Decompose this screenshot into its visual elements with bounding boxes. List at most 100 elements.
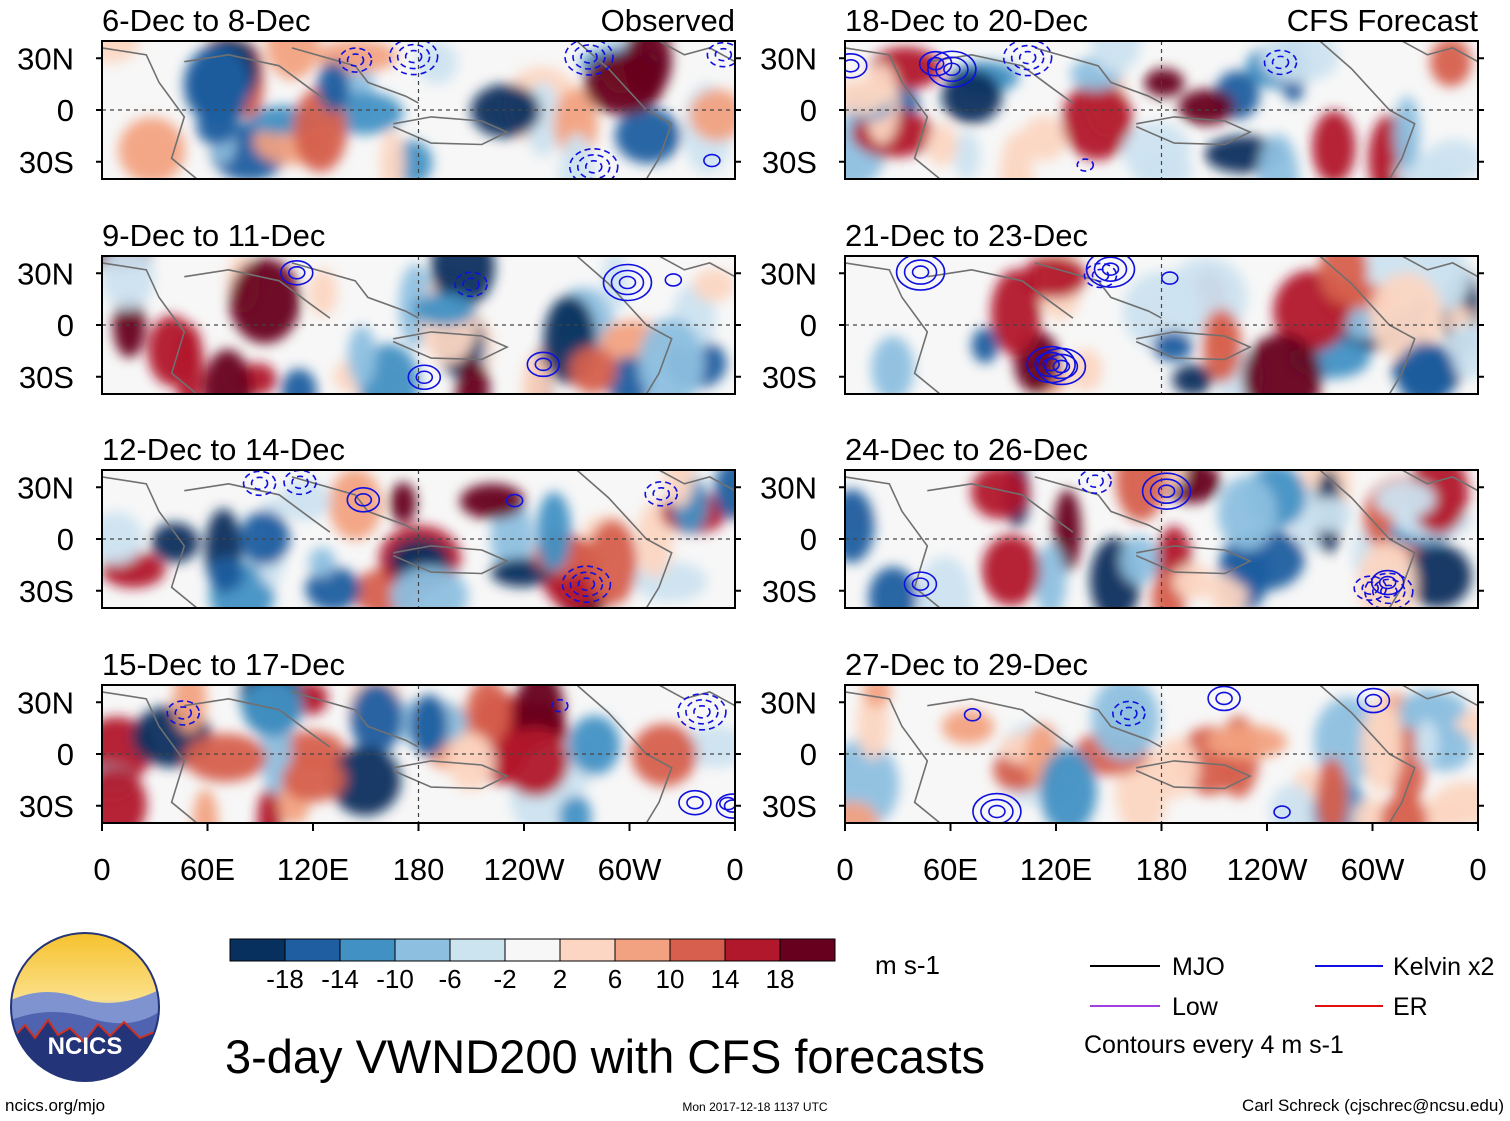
colorbar-tick-label: -18 <box>266 964 304 994</box>
kelvin-contours <box>903 470 1414 608</box>
colorbar-tick-label: -14 <box>321 964 359 994</box>
map-panel: 30N 0 30S 27-Dec to 29-Dec <box>760 647 1484 824</box>
panel-period: 27-Dec to 29-Dec <box>845 647 1088 682</box>
figure-title: 3-day VWND200 with CFS forecasts <box>225 1030 985 1083</box>
colorbar-tick-label: 2 <box>553 964 567 994</box>
colorbar-swatch <box>394 938 451 962</box>
lat-tick-label: 0 <box>800 737 817 772</box>
lat-tick-label: 30N <box>17 41 74 76</box>
column-heading: Observed <box>601 3 735 38</box>
ncics-logo: NCICS <box>10 932 160 1082</box>
wind-anomaly-field <box>102 685 735 823</box>
lon-tick-label: 0 <box>93 852 110 887</box>
map-panel: 30N 0 30S 15-Dec to 17-Dec <box>17 647 741 824</box>
colorbar-swatch <box>669 938 726 962</box>
lat-tick-label: 30N <box>760 256 817 291</box>
lat-tick-label: 0 <box>800 93 817 128</box>
colorbar-tick-label: 18 <box>766 964 795 994</box>
contour-note: Contours every 4 m s-1 <box>1084 1031 1344 1059</box>
lon-tick-label: 120E <box>1020 852 1092 887</box>
legend-label-mjo: MJO <box>1172 953 1225 981</box>
units-label: m s-1 <box>875 950 940 980</box>
lat-tick-label: 30S <box>762 145 817 180</box>
panel-period: 6-Dec to 8-Dec <box>102 3 310 38</box>
wind-anomaly-field <box>845 685 1478 823</box>
legend-label-er: ER <box>1393 993 1428 1021</box>
wind-anomaly-field <box>102 256 735 394</box>
lat-tick-label: 30N <box>17 685 74 720</box>
panel-period: 9-Dec to 11-Dec <box>102 218 325 253</box>
lon-tick-label: 180 <box>1136 852 1188 887</box>
column-heading: CFS Forecast <box>1287 3 1479 38</box>
colorbar-swatch <box>284 938 341 962</box>
kelvin-contours <box>963 685 1391 823</box>
lat-tick-label: 0 <box>57 308 74 343</box>
lat-tick-label: 30S <box>762 574 817 609</box>
colorbar-swatch <box>779 938 836 962</box>
kelvin-contours <box>895 256 1179 386</box>
colorbar-tick-label: 10 <box>656 964 685 994</box>
lat-tick-label: 30N <box>760 41 817 76</box>
lon-tick-label: 60W <box>598 852 662 887</box>
lat-tick-label: 0 <box>57 93 74 128</box>
lon-tick-label: 120W <box>1227 852 1309 887</box>
colorbar-tick-label: 6 <box>608 964 622 994</box>
timestamp: Mon 2017-12-18 1137 UTC <box>682 1100 828 1114</box>
map-panel: 30N 0 30S 12-Dec to 14-Dec <box>17 432 741 609</box>
legend-label-low: Low <box>1172 993 1219 1021</box>
author-credit: Carl Schreck (cjschrec@ncsu.edu) <box>1242 1096 1504 1115</box>
map-panel: 30N 0 30S 6-Dec to 8-Dec Observed <box>17 3 741 180</box>
lon-tick-label: 60E <box>923 852 978 887</box>
lat-tick-label: 0 <box>800 522 817 557</box>
lon-tick-label: 60E <box>180 852 235 887</box>
lon-tick-label: 120E <box>277 852 349 887</box>
colorbar: -18 -14 -10 -6 -2 2 6 10 14 18 <box>229 938 836 994</box>
lat-tick-label: 30S <box>762 789 817 824</box>
lat-tick-label: 30N <box>17 256 74 291</box>
colorbar-tick-label: 14 <box>711 964 740 994</box>
lon-tick-label: 180 <box>393 852 445 887</box>
wind-anomaly-field <box>102 470 735 608</box>
kelvin-contours <box>845 41 1298 172</box>
site-link[interactable]: ncics.org/mjo <box>5 1096 105 1115</box>
lat-tick-label: 30N <box>17 470 74 505</box>
lon-tick-label: 0 <box>836 852 853 887</box>
colorbar-tick-label: -6 <box>438 964 461 994</box>
lat-tick-label: 30S <box>19 360 74 395</box>
lat-tick-label: 30N <box>760 470 817 505</box>
lon-tick-label: 0 <box>726 852 743 887</box>
contour-legend: MJO Kelvin x2 Low ER Contours every 4 m … <box>1084 953 1494 1059</box>
logo-text: NCICS <box>48 1033 123 1060</box>
lon-tick-label: 120W <box>484 852 566 887</box>
colorbar-swatch <box>229 938 286 962</box>
colorbar-swatch <box>504 938 561 962</box>
lon-tick-label: 60W <box>1341 852 1405 887</box>
x-axes: 0 60E 120E 180 120W 60W 0 0 60E 120E 180 120W 60W 0 <box>93 823 1487 887</box>
panel-grid: 30N 0 30S 6-Dec to 8-Dec Observed 30N 0 30S 9-De… <box>17 3 1484 824</box>
wind-anomaly-field <box>845 470 1478 608</box>
lon-tick-label: 0 <box>1469 852 1486 887</box>
panel-period: 15-Dec to 17-Dec <box>102 647 345 682</box>
colorbar-swatch <box>559 938 616 962</box>
colorbar-swatch <box>449 938 506 962</box>
map-panel: 30N 0 30S 18-Dec to 20-Dec CFS Forecast <box>760 3 1484 180</box>
colorbar-tick-label: -10 <box>376 964 414 994</box>
wind-anomaly-field <box>102 41 735 179</box>
legend-label-kelvin: Kelvin x2 <box>1393 953 1494 981</box>
wind-anomaly-field <box>845 41 1478 179</box>
kelvin-contours <box>166 693 735 819</box>
wind-anomaly-field <box>845 256 1478 394</box>
lat-tick-label: 30S <box>19 574 74 609</box>
map-panel: 30N 0 30S 9-Dec to 11-Dec <box>17 218 741 395</box>
lat-tick-label: 30S <box>762 360 817 395</box>
colorbar-swatch <box>614 938 671 962</box>
colorbar-swatch <box>724 938 781 962</box>
lat-tick-label: 30S <box>19 145 74 180</box>
lat-tick-label: 0 <box>57 737 74 772</box>
lat-tick-label: 0 <box>57 522 74 557</box>
kelvin-contours <box>279 259 683 391</box>
panel-period: 12-Dec to 14-Dec <box>102 432 345 467</box>
panel-period: 18-Dec to 20-Dec <box>845 3 1088 38</box>
lat-tick-label: 30S <box>19 789 74 824</box>
